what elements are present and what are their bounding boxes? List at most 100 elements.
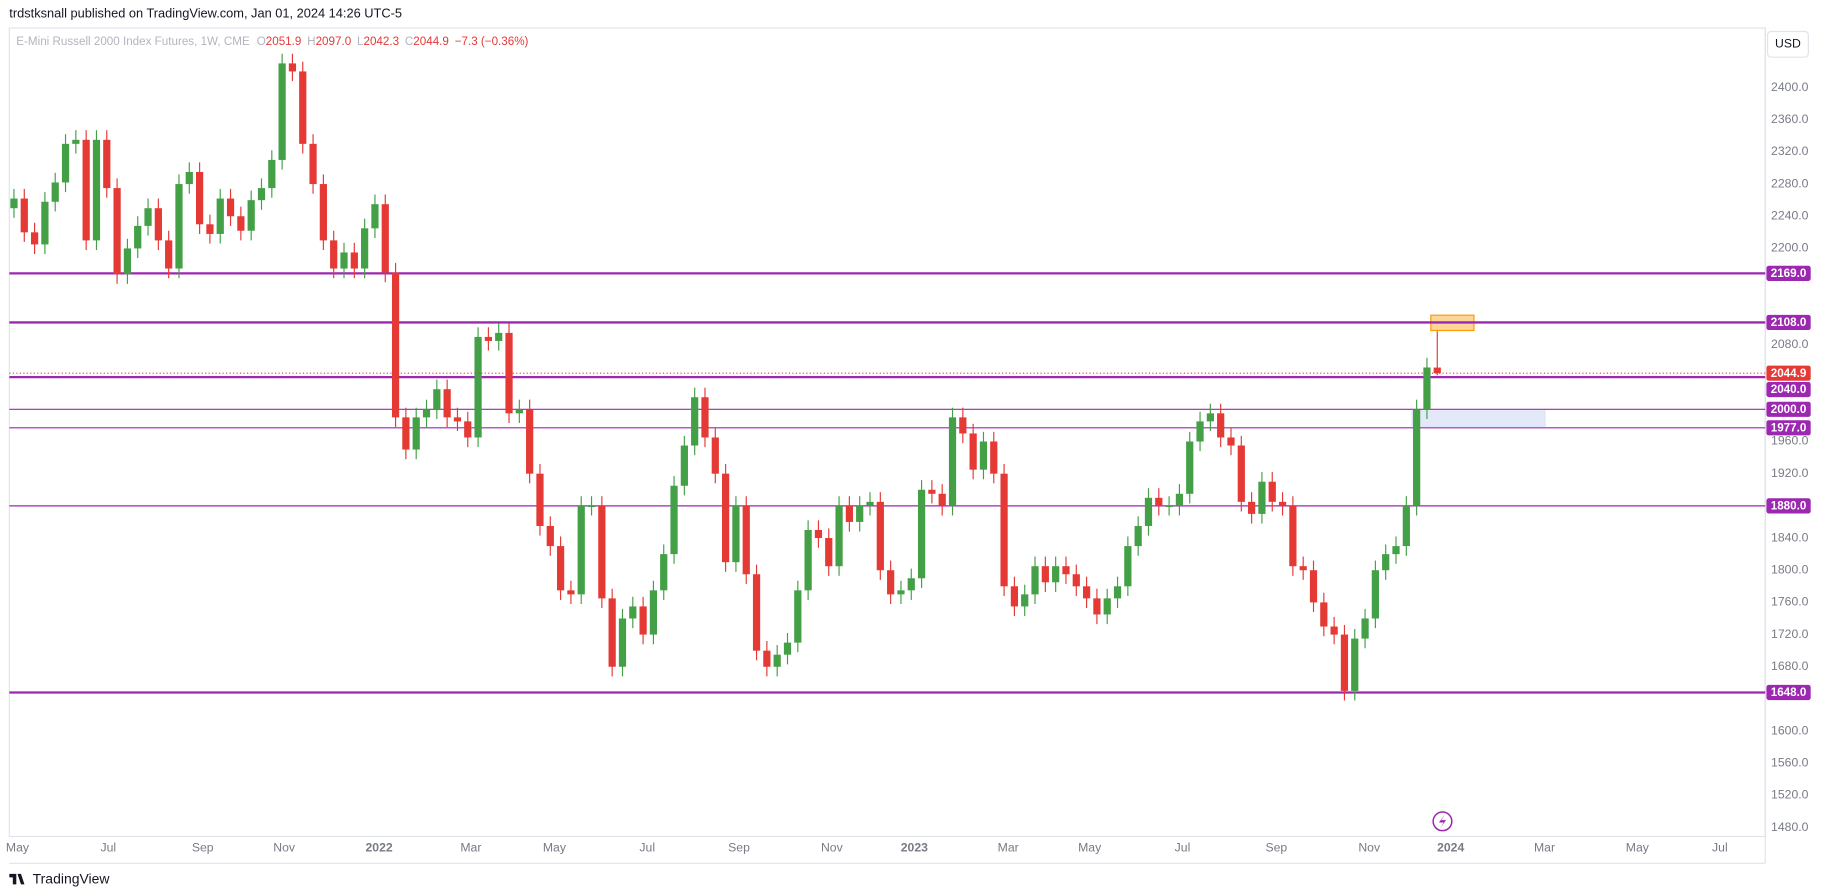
candle-body <box>1309 570 1318 603</box>
y-tick-label: 1960.0 <box>1771 434 1809 448</box>
candle-body <box>464 421 472 438</box>
price-label-box <box>1766 420 1811 436</box>
candle-body <box>670 485 678 555</box>
candle-body <box>711 437 719 474</box>
x-tick-label: Jul <box>639 840 655 854</box>
candle-body <box>876 501 884 571</box>
x-tick-label: Sep <box>728 840 750 854</box>
legend-close-label: C <box>405 35 413 48</box>
x-tick-label: Jul <box>1175 840 1191 854</box>
published-line: trdstksnall published on TradingView.com… <box>9 5 402 20</box>
candle-body <box>917 489 926 579</box>
price-label: 2000.0 <box>1771 403 1807 416</box>
candle-body <box>72 139 80 144</box>
candle-body <box>391 272 400 418</box>
candle-body <box>1371 570 1379 619</box>
candle-body <box>371 204 379 229</box>
candle-body <box>247 200 255 231</box>
x-tick-label: Nov <box>1358 840 1381 854</box>
y-tick-label: 2400.0 <box>1771 80 1809 94</box>
legend-change: −7.3 (−0.36%) <box>455 35 529 48</box>
y-tick-label: 1840.0 <box>1771 530 1809 544</box>
legend-low: 2042.3 <box>363 35 399 48</box>
candle-body <box>1217 413 1225 438</box>
candle-body <box>990 441 998 474</box>
legend-open: 2051.9 <box>266 35 302 48</box>
candle-body <box>804 529 812 591</box>
price-label: 2044.9 <box>1771 367 1807 380</box>
candle-body <box>10 198 18 209</box>
candle-body <box>959 417 967 434</box>
candle-body <box>722 473 730 563</box>
candle-body <box>928 489 936 494</box>
candle-body <box>51 182 59 202</box>
brand-logo <box>9 873 25 885</box>
price-label-box <box>1766 365 1811 381</box>
price-label-box <box>1766 498 1811 514</box>
candle-body <box>1258 481 1266 514</box>
y-tick-label: 1920.0 <box>1771 466 1809 480</box>
legend-open-label: O <box>257 35 266 48</box>
candle-body <box>649 590 658 635</box>
candle-body <box>505 332 513 414</box>
candle-body <box>185 172 193 185</box>
candle-body <box>92 139 101 241</box>
zone <box>1411 410 1546 427</box>
candle-body <box>907 578 915 591</box>
icon-bolt <box>1438 814 1446 829</box>
candle-body <box>897 590 905 595</box>
x-tick-label: 2024 <box>1437 840 1464 854</box>
candle-body <box>536 473 544 526</box>
y-tick-label: 1760.0 <box>1771 595 1809 609</box>
candle-body <box>1124 546 1132 587</box>
candle-body <box>484 336 493 341</box>
x-tick-label: 2023 <box>901 840 928 854</box>
y-tick-label: 2280.0 <box>1771 176 1809 190</box>
price-label: 2040.0 <box>1771 383 1807 396</box>
price-label: 1977.0 <box>1771 421 1807 434</box>
y-tick-label: 1800.0 <box>1771 562 1809 576</box>
x-tick-label: May <box>543 840 567 854</box>
candle-body <box>515 409 523 414</box>
candle-body <box>598 505 606 599</box>
candle-body <box>1330 626 1338 635</box>
x-tick-label: Mar <box>460 840 481 854</box>
candle-body <box>1052 566 1060 583</box>
currency-button[interactable] <box>1766 30 1809 58</box>
price-label-box <box>1766 265 1811 281</box>
candle-body <box>969 433 977 470</box>
y-tick-label: 2240.0 <box>1771 208 1809 222</box>
candle-body <box>1000 473 1008 587</box>
y-tick-label: 2360.0 <box>1771 112 1809 126</box>
candle-body <box>691 397 699 446</box>
x-tick-label: Mar <box>1534 840 1555 854</box>
price-label: 1880.0 <box>1771 500 1807 513</box>
candle-body <box>1392 546 1400 555</box>
brand: TradingView <box>9 870 110 886</box>
candle-body <box>1248 501 1256 514</box>
price-label-box <box>1766 401 1811 417</box>
y-tick-label: 1720.0 <box>1771 627 1809 641</box>
candle-body <box>402 417 410 450</box>
candle-body <box>1196 421 1204 442</box>
x-tick-label: May <box>1078 840 1102 854</box>
y-tick-label: 1520.0 <box>1771 788 1809 802</box>
candle-body <box>381 204 389 273</box>
candle-body <box>237 216 245 231</box>
candle-body <box>742 505 750 575</box>
candle-body <box>783 642 792 655</box>
candle-body <box>1082 586 1091 599</box>
replay-icon[interactable] <box>1432 811 1453 832</box>
candle-body <box>1103 598 1111 615</box>
candle-body <box>567 590 575 595</box>
price-label: 2169.0 <box>1771 267 1807 280</box>
candle-body <box>948 417 957 506</box>
candle-body <box>763 650 771 667</box>
candle-body <box>979 441 988 470</box>
candle-body <box>1227 437 1235 446</box>
candle-body <box>866 501 874 506</box>
x-tick-label: May <box>1626 840 1650 854</box>
candle-body <box>422 409 431 418</box>
candle-body <box>175 184 183 269</box>
